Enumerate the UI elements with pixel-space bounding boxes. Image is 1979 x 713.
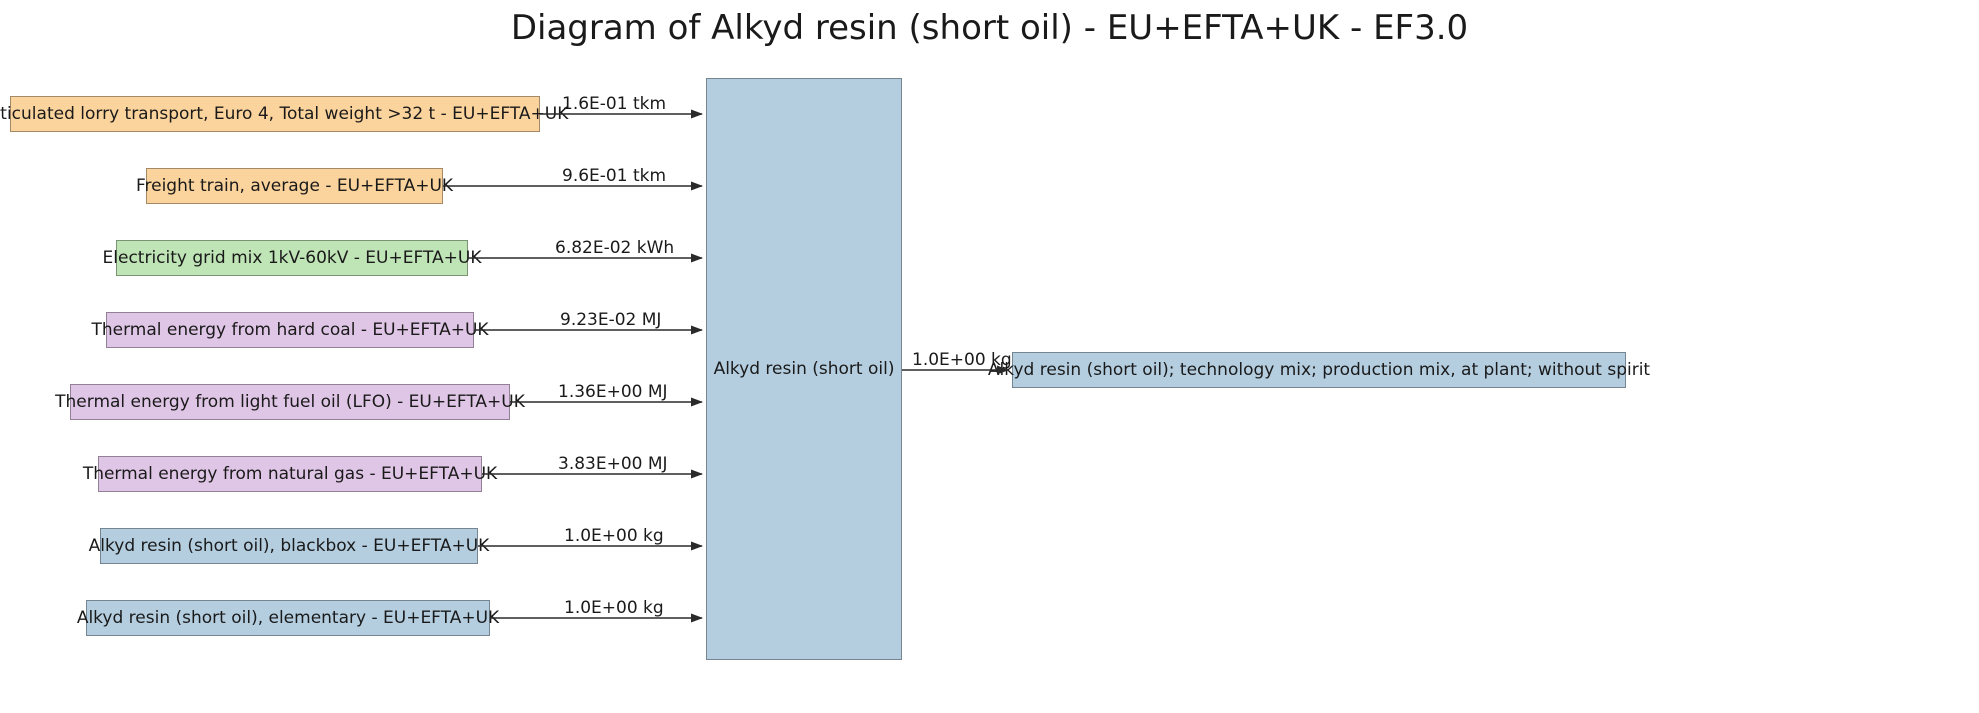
node-label: Thermal energy from light fuel oil (LFO)… xyxy=(55,392,525,412)
node-label: Alkyd resin (short oil); technology mix;… xyxy=(988,360,1650,380)
node-label: Freight train, average - EU+EFTA+UK xyxy=(136,176,453,196)
input-node-lorry-transport: Articulated lorry transport, Euro 4, Tot… xyxy=(10,96,540,132)
input-node-thermal-coal: Thermal energy from hard coal - EU+EFTA+… xyxy=(106,312,474,348)
node-label: Alkyd resin (short oil) xyxy=(714,359,895,379)
edge-label: 1.36E+00 MJ xyxy=(558,382,668,402)
edge-label: 1.0E+00 kg xyxy=(912,350,1012,370)
edge-label: 1.0E+00 kg xyxy=(564,598,664,618)
input-node-alkyd-blackbox: Alkyd resin (short oil), blackbox - EU+E… xyxy=(100,528,478,564)
input-node-thermal-lfo: Thermal energy from light fuel oil (LFO)… xyxy=(70,384,510,420)
edge-label: 6.82E-02 kWh xyxy=(555,238,674,258)
node-label: Alkyd resin (short oil), elementary - EU… xyxy=(77,608,499,628)
input-node-alkyd-elementary: Alkyd resin (short oil), elementary - EU… xyxy=(86,600,490,636)
node-label: Electricity grid mix 1kV-60kV - EU+EFTA+… xyxy=(103,248,482,268)
node-label: Thermal energy from hard coal - EU+EFTA+… xyxy=(91,320,488,340)
edge-label: 3.83E+00 MJ xyxy=(558,454,668,474)
output-node-alkyd-resin: Alkyd resin (short oil); technology mix;… xyxy=(1012,352,1626,388)
node-label: Alkyd resin (short oil), blackbox - EU+E… xyxy=(89,536,490,556)
node-label: Thermal energy from natural gas - EU+EFT… xyxy=(83,464,497,484)
edge-label: 1.6E-01 tkm xyxy=(562,94,666,114)
edge-label: 1.0E+00 kg xyxy=(564,526,664,546)
edge-label: 9.6E-01 tkm xyxy=(562,166,666,186)
center-process-node: Alkyd resin (short oil) xyxy=(706,78,902,660)
diagram-title: Diagram of Alkyd resin (short oil) - EU+… xyxy=(0,8,1979,48)
input-node-electricity: Electricity grid mix 1kV-60kV - EU+EFTA+… xyxy=(116,240,468,276)
input-node-freight-train: Freight train, average - EU+EFTA+UK xyxy=(146,168,443,204)
input-node-thermal-natural-gas: Thermal energy from natural gas - EU+EFT… xyxy=(98,456,482,492)
node-label: Articulated lorry transport, Euro 4, Tot… xyxy=(0,104,568,124)
edge-label: 9.23E-02 MJ xyxy=(560,310,661,330)
